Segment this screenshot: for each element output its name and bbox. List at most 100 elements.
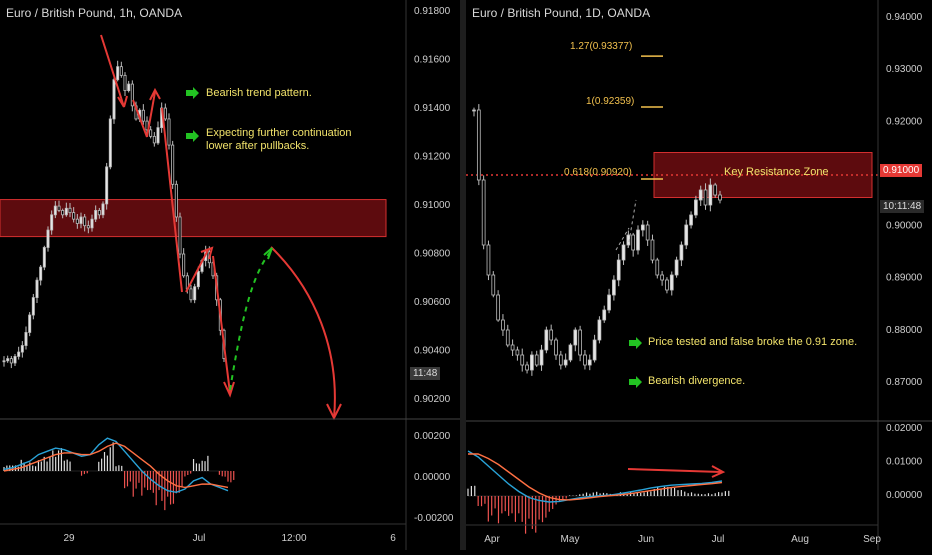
left-macd [3, 437, 235, 511]
right-candle [525, 361, 529, 374]
right-signal-line [468, 453, 723, 501]
left-price-tick: 0.91400 [414, 103, 451, 114]
trend-arrow-head-4 [223, 381, 235, 398]
key-resistance-label: Key Resistance Zone [724, 166, 829, 178]
right-candle [674, 256, 679, 278]
left-candle [75, 214, 79, 229]
trend-arrow-head-2 [149, 87, 161, 101]
right-chart-svg[interactable]: 0.94000 0.93000 0.92000 0.91000 0.90000 0.890… [466, 0, 932, 550]
right-candle [520, 348, 525, 372]
right-candle [530, 351, 534, 376]
left-candle [163, 103, 167, 121]
right-macd-tick: 0.00000 [886, 490, 923, 501]
panel-divider [460, 0, 466, 550]
left-candle [94, 205, 98, 223]
right-candle [655, 257, 660, 279]
right-macd-axis[interactable]: 0.02000 0.01000 0.00000 [886, 423, 923, 501]
left-signal-line [3, 442, 229, 489]
left-time-tick: 12:00 [281, 533, 306, 544]
left-macd-axis[interactable]: 0.00200 0.00000 -0.00200 [414, 431, 454, 524]
right-candle [578, 325, 582, 362]
trend-arrow-head-1 [117, 95, 128, 108]
right-candle [645, 220, 650, 246]
left-candle [178, 212, 182, 259]
right-candle [476, 104, 481, 186]
left-price-tick: 0.91800 [414, 6, 451, 17]
fib-label-1.27: 1.27(0.93377) [570, 41, 633, 52]
divergence-arrow-head [711, 465, 726, 478]
right-candle [510, 339, 515, 357]
left-candle [72, 207, 76, 223]
right-candle [640, 220, 645, 237]
projected-pullback-head [263, 247, 273, 260]
right-time-tick: Apr [484, 534, 500, 545]
current-price-box: 0.91000 [880, 164, 923, 177]
right-candle [515, 346, 520, 361]
left-countdown-box: 11:48 [410, 367, 441, 380]
projection-arrow-head [326, 403, 342, 421]
left-candle [182, 248, 186, 278]
left-candle [108, 115, 112, 170]
right-countdown-box: 10:11:48 [880, 200, 925, 213]
left-price-tick: 0.91200 [414, 152, 451, 163]
fib-levels [641, 55, 663, 180]
left-candle [42, 245, 46, 271]
left-time-tick: Jul [193, 533, 206, 544]
right-price-tick: 0.90000 [886, 221, 923, 232]
right-candle [583, 349, 587, 370]
left-macd-line [3, 437, 229, 494]
left-candle [61, 208, 65, 219]
left-candle [152, 132, 156, 147]
right-candle [607, 288, 611, 314]
right-candle [491, 271, 496, 298]
right-candle [505, 324, 510, 348]
left-macd-tick: 0.00200 [414, 431, 451, 442]
green-arrow-icon [186, 130, 199, 142]
green-arrow-icon [186, 87, 199, 99]
left-candle [68, 203, 72, 218]
right-time-tick: Sep [863, 534, 881, 545]
left-price-tick: 0.90800 [414, 249, 451, 260]
fib-label-1: 1(0.92359) [586, 96, 635, 107]
left-candle [17, 346, 21, 360]
right-price-tick: 0.87000 [886, 377, 923, 388]
left-candle [28, 312, 32, 337]
trend-arrow-down-2 [132, 99, 148, 138]
right-time-tick: Aug [791, 534, 809, 545]
right-candle [713, 182, 718, 198]
right-candle [631, 232, 636, 257]
left-candle [193, 283, 197, 304]
note-text: Price tested and false broke the 0.91 zo… [648, 336, 858, 348]
left-chart-svg[interactable]: 0.91800 0.91600 0.91400 0.91200 0.91000 0.908… [0, 0, 460, 550]
left-candle [90, 214, 94, 232]
left-candle [86, 220, 90, 234]
left-time-axis[interactable]: 29 Jul 12:00 6 [63, 533, 396, 544]
left-chart-panel[interactable]: 0.91800 0.91600 0.91400 0.91200 0.91000 0.908… [0, 0, 460, 550]
right-price-tick: 0.94000 [886, 12, 923, 23]
left-candle [156, 121, 160, 145]
left-candle [13, 353, 17, 367]
right-candle [669, 271, 674, 296]
left-candle [130, 80, 134, 112]
right-candle [718, 190, 722, 204]
projected-pullback [229, 249, 273, 391]
green-arrow-icon [629, 337, 642, 349]
left-candle [83, 214, 87, 232]
divergence-line [627, 468, 722, 473]
right-candle [660, 270, 664, 286]
left-candle [105, 162, 109, 210]
trend-arrow-down-3 [161, 107, 183, 293]
left-price-axis[interactable]: 0.91800 0.91600 0.91400 0.91200 0.91000 0.908… [414, 6, 451, 405]
left-trend-arrows [100, 34, 342, 421]
right-chart-panel[interactable]: 0.94000 0.93000 0.92000 0.91000 0.90000 0.890… [466, 0, 932, 550]
right-candle [472, 107, 476, 117]
left-candle [97, 207, 101, 219]
trend-arrow-up-1 [146, 91, 156, 138]
left-candle [79, 212, 83, 229]
green-arrow-icon [629, 376, 642, 388]
right-candle [665, 277, 669, 294]
right-candle [684, 219, 689, 250]
right-candle [558, 350, 563, 370]
right-time-axis[interactable]: Apr May Jun Jul Aug Sep [484, 534, 881, 545]
left-candle [149, 126, 153, 139]
